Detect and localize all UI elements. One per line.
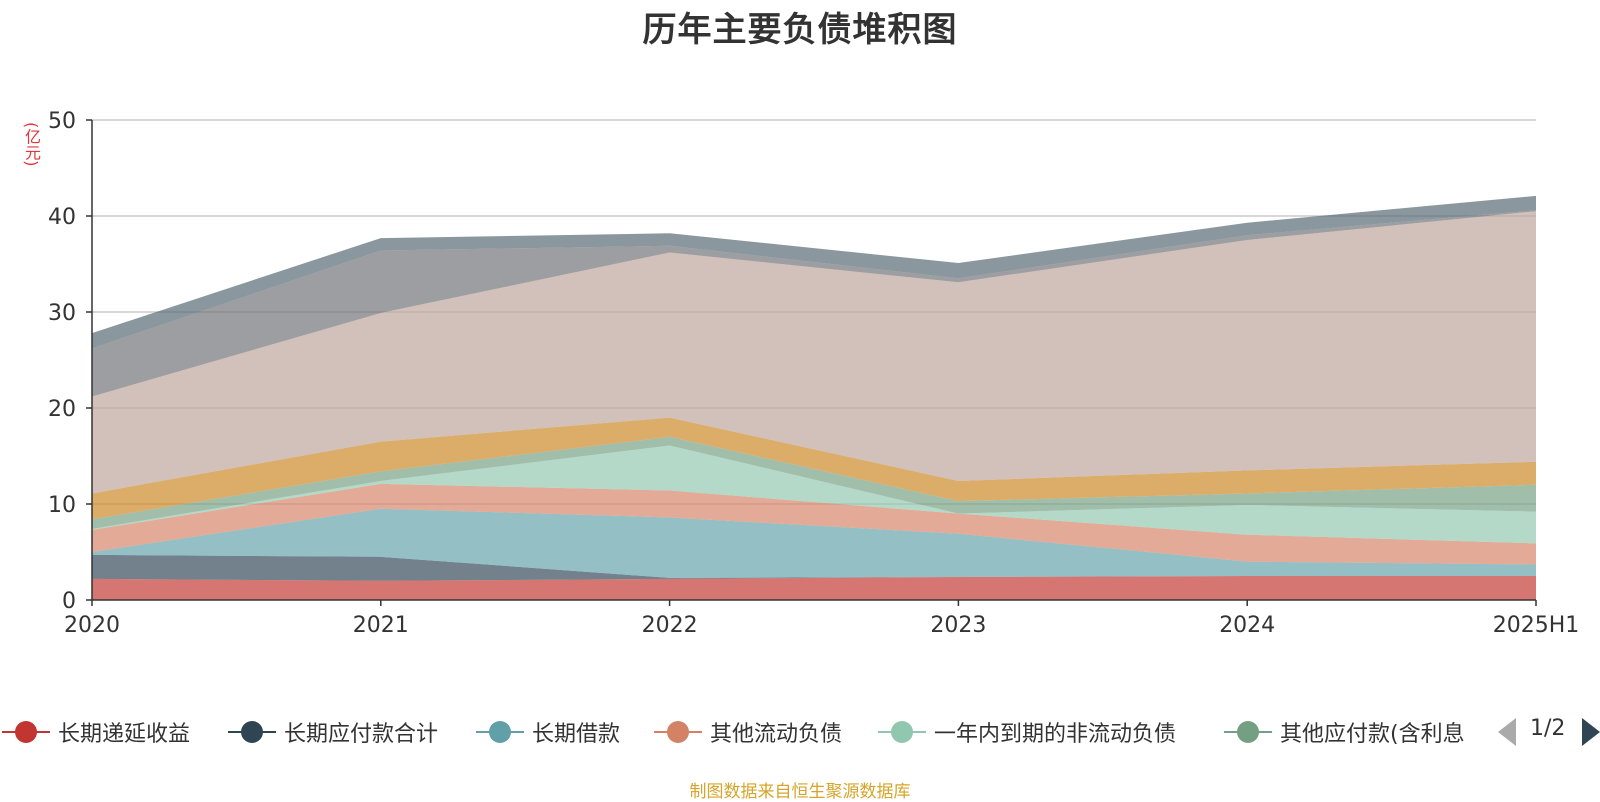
- chart-title: 历年主要负债堆积图: [642, 10, 958, 50]
- x-tick-label: 2021: [353, 613, 409, 638]
- y-tick-label: 20: [48, 397, 76, 422]
- x-tick-label: 2024: [1219, 613, 1275, 638]
- legend-marker-icon: [876, 712, 928, 752]
- legend-label: 其他应付款(含利息: [1280, 722, 1465, 747]
- legend-label: 长期应付款合计: [284, 722, 439, 747]
- legend-next-page-icon[interactable]: [1582, 718, 1600, 746]
- area-series-5[interactable]: [92, 436, 1536, 529]
- area-series-0[interactable]: [92, 576, 1536, 600]
- legend-label: 长期递延收益: [58, 722, 191, 747]
- legend-item[interactable]: 长期借款: [474, 712, 620, 752]
- y-tick-label: 30: [48, 301, 76, 326]
- area-series-2[interactable]: [92, 508, 1536, 578]
- area-series-1[interactable]: [92, 554, 1536, 581]
- area-series-4[interactable]: [92, 445, 1536, 544]
- source-note: 制图数据来自恒生聚源数据库: [689, 782, 911, 802]
- legend-item[interactable]: 一年内到期的非流动负债: [876, 712, 1176, 752]
- legend-item[interactable]: 长期应付款合计: [226, 712, 438, 752]
- area-series-6[interactable]: [92, 417, 1536, 520]
- legend-marker-icon: [1222, 712, 1274, 752]
- legend-marker-icon: [652, 712, 704, 752]
- area-series-7[interactable]: [92, 211, 1536, 494]
- x-tick-label: 2023: [930, 613, 986, 638]
- area-series-9[interactable]: [92, 195, 1536, 349]
- area-series-8[interactable]: [92, 210, 1536, 397]
- y-tick-label: 0: [62, 589, 76, 614]
- y-tick-label: 50: [48, 109, 76, 134]
- stacked-area-chart: 0 10 20 30 40 50 2020 2021 2022 2023 2024 2025H1: [48, 109, 1579, 638]
- legend-marker-icon: [226, 712, 278, 752]
- legend: 长期递延收益 长期应付款合计 长期借款 其他流动负债 一年内到期的非流动负债 其他应付款(…: [0, 712, 1600, 752]
- legend-label: 长期借款: [532, 722, 621, 747]
- x-tick-label: 2020: [64, 613, 120, 638]
- legend-marker-icon: [474, 712, 526, 752]
- axes: 0 10 20 30 40 50 2020 2021 2022 2023 2024 2025H1: [48, 109, 1579, 638]
- legend-prev-page-icon[interactable]: [1498, 718, 1516, 746]
- x-tick-label: 2025H1: [1493, 613, 1580, 638]
- y-axis-unit: (亿元): [22, 122, 41, 167]
- legend-label: 一年内到期的非流动负债: [934, 722, 1177, 747]
- area-series-3[interactable]: [92, 483, 1536, 565]
- legend-marker-icon: [0, 712, 52, 752]
- area-series: [92, 195, 1536, 600]
- legend-item[interactable]: 其他应付款(含利息: [1222, 712, 1465, 752]
- legend-label: 其他流动负债: [710, 722, 843, 747]
- legend-page-indicator: 1/2: [1530, 716, 1566, 741]
- x-tick-label: 2022: [642, 613, 698, 638]
- legend-item[interactable]: 其他流动负债: [652, 712, 842, 752]
- y-tick-label: 10: [48, 493, 76, 518]
- legend-item[interactable]: 长期递延收益: [0, 712, 190, 752]
- y-tick-label: 40: [48, 205, 76, 230]
